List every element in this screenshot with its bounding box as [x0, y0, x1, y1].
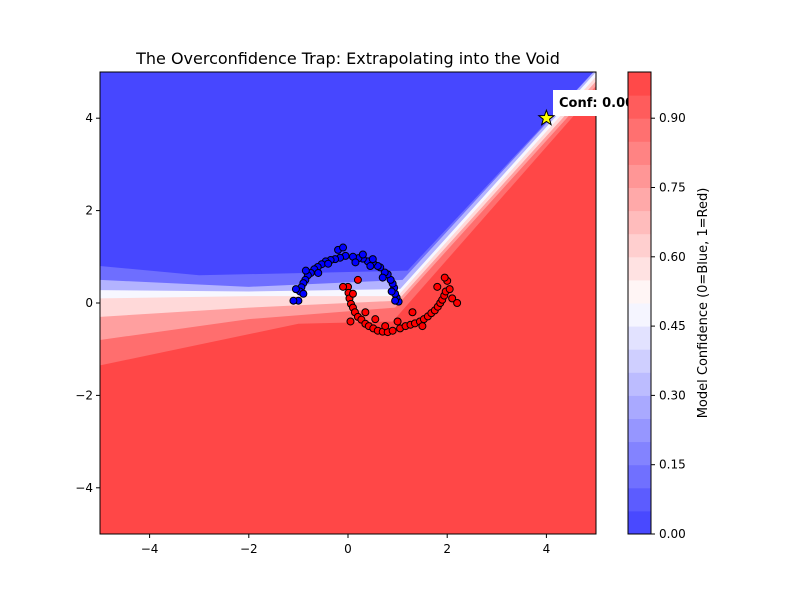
colorbar-level [628, 441, 651, 466]
y-tick-label: 2 [85, 204, 93, 218]
contour-band [100, 90, 596, 534]
colorbar-tick-label: 0.30 [659, 388, 686, 402]
data-point-class-1 [348, 289, 357, 298]
colorbar-frame [627, 71, 652, 535]
colorbar-level [628, 510, 651, 535]
data-point-class-1 [418, 322, 427, 331]
data-point-class-1 [388, 326, 397, 335]
colorbar-level [628, 233, 651, 258]
data-point-class-0 [324, 259, 333, 268]
x-axis: −4 −2 0 2 4 [141, 534, 550, 556]
data-point-class-0 [378, 273, 387, 282]
data-point-class-1 [445, 285, 454, 294]
data-point-class-1 [381, 322, 390, 331]
plot-area [100, 72, 596, 534]
data-point-class-1 [453, 299, 462, 307]
colorbar-tick-label: 0.60 [659, 250, 686, 264]
x-tick-label: 0 [344, 542, 352, 556]
colorbar-level [628, 164, 651, 188]
colorbar-level [628, 349, 651, 373]
colorbar-level [628, 141, 651, 165]
colorbar-level [628, 326, 651, 350]
x-tick-label: −4 [141, 542, 159, 556]
data-point-class-1 [346, 317, 355, 326]
y-axis: −4 −2 0 2 4 [75, 111, 100, 495]
data-point-class-1 [393, 317, 402, 326]
data-point-class-0 [391, 296, 400, 305]
colorbar-level [628, 256, 651, 281]
data-point-class-1 [353, 275, 362, 284]
data-point-class-0 [299, 289, 308, 298]
colorbar-tick-label: 0.90 [659, 111, 686, 125]
chart-title: The Overconfidence Trap: Extrapolating i… [135, 49, 560, 68]
data-point-class-1 [339, 282, 348, 291]
x-tick-label: 4 [543, 542, 551, 556]
y-tick-label: −2 [75, 388, 93, 402]
x-tick-label: −2 [240, 542, 258, 556]
colorbar-level [628, 72, 651, 96]
y-tick-label: −4 [75, 481, 93, 495]
colorbar-tick-label: 0.00 [659, 527, 686, 541]
data-point-class-1 [408, 308, 417, 317]
data-point-class-0 [289, 296, 298, 305]
y-tick-label: 0 [85, 296, 93, 310]
colorbar-level [628, 279, 651, 304]
data-point-class-0 [291, 285, 300, 294]
colorbar-level [628, 464, 651, 489]
colorbar-label: Model Confidence (0=Blue, 1=Red) [696, 188, 711, 419]
data-point-class-0 [358, 250, 367, 259]
colorbar-level [628, 118, 651, 142]
colorbar-tick-label: 0.75 [659, 181, 686, 195]
colorbar-level [628, 187, 651, 212]
colorbar: 0.00 0.15 0.30 0.45 0.60 0.75 0.90 [627, 71, 686, 541]
data-point-class-0 [387, 287, 396, 296]
data-point-class-1 [440, 273, 449, 282]
data-point-class-0 [351, 258, 360, 267]
colorbar-level [628, 210, 651, 235]
data-point-class-0 [368, 255, 377, 264]
data-point-class-0 [314, 268, 323, 277]
data-point-class-1 [448, 294, 457, 303]
data-point-class-1 [433, 282, 442, 291]
data-point-class-0 [301, 266, 310, 275]
colorbar-level [628, 372, 651, 396]
star-marker-icon [537, 108, 556, 126]
y-tick-label: 4 [85, 111, 93, 125]
colorbar-level [628, 487, 651, 512]
colorbar-level [628, 418, 651, 443]
annotation-text: Conf: 0.005 [559, 96, 643, 111]
colorbar-tick-label: 0.15 [659, 458, 686, 472]
colorbar-level [628, 95, 651, 119]
data-point-class-1 [371, 315, 380, 324]
colorbar-level [628, 303, 651, 327]
colorbar-tick-label: 0.45 [659, 319, 686, 333]
x-tick-label: 2 [443, 542, 451, 556]
colorbar-level [628, 395, 651, 419]
data-point-class-1 [361, 308, 370, 317]
data-point-class-0 [339, 243, 348, 252]
data-point-class-0 [366, 262, 375, 271]
